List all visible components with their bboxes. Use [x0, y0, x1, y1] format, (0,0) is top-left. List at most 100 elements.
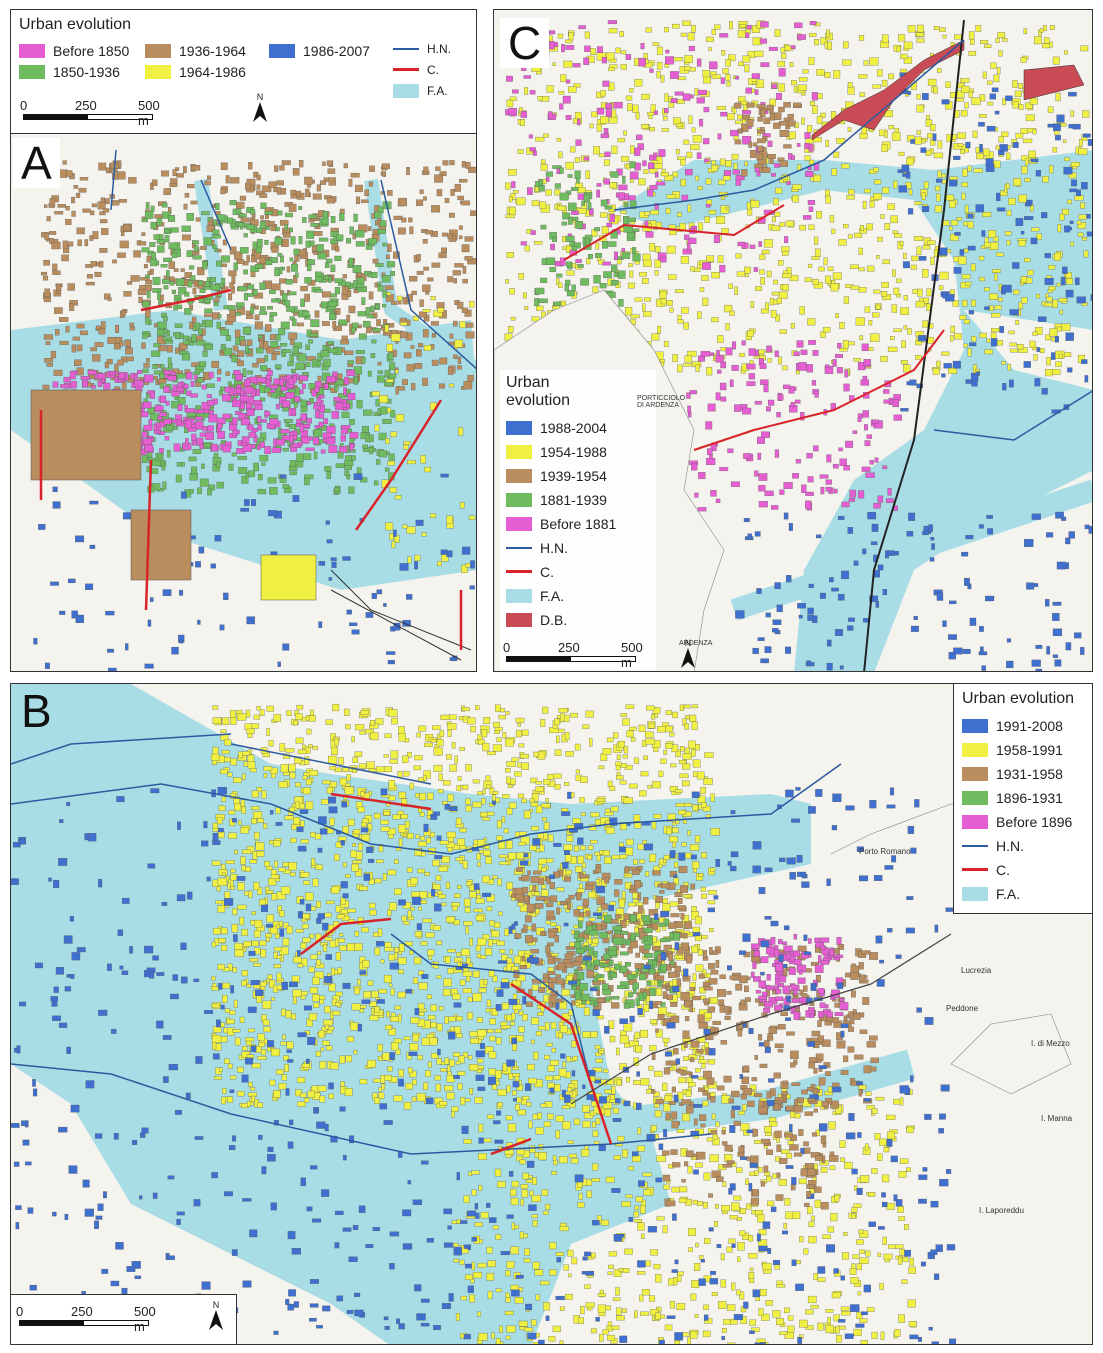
building-block [655, 246, 661, 253]
building-block [354, 987, 360, 995]
building-block [518, 841, 526, 846]
building-block [1052, 147, 1058, 153]
building-block [893, 328, 902, 333]
building-block [492, 975, 498, 982]
building-block [304, 478, 310, 486]
building-block [377, 361, 382, 366]
building-block [382, 873, 387, 881]
building-block [197, 409, 205, 414]
building-block [512, 89, 519, 94]
building-block [1034, 378, 1041, 387]
building-block [422, 309, 431, 313]
building-block [705, 814, 711, 820]
building-block [1002, 383, 1007, 391]
north-arrow-icon: N [251, 92, 269, 126]
building-block [433, 747, 443, 756]
building-block [993, 74, 1000, 83]
building-block [169, 183, 178, 188]
building-block [766, 104, 774, 110]
building-block [660, 298, 667, 305]
building-block [903, 364, 911, 373]
building-block [248, 162, 253, 170]
building-block [346, 1036, 355, 1042]
building-block [925, 115, 930, 120]
building-block [783, 102, 791, 108]
building-block [400, 331, 408, 339]
building-block [267, 306, 273, 310]
building-block [999, 144, 1008, 152]
building-block [776, 297, 782, 304]
building-block [271, 447, 281, 453]
building-block [1009, 309, 1019, 316]
building-block [357, 979, 361, 986]
building-block [917, 288, 923, 297]
building-block [211, 234, 221, 239]
building-block [212, 1041, 217, 1050]
building-block [278, 1083, 287, 1090]
building-block [814, 39, 819, 46]
building-block [452, 905, 458, 912]
legend-a-item-4: 1964-1986 [145, 61, 265, 82]
building-block [56, 284, 62, 291]
building-block [698, 949, 703, 956]
building-block [418, 982, 428, 990]
building-block [571, 187, 579, 191]
building-block [305, 344, 310, 350]
building-block [537, 96, 543, 101]
building-block [898, 34, 906, 42]
building-block [696, 97, 705, 104]
building-block [763, 384, 769, 393]
building-block [280, 321, 290, 330]
building-block [639, 1029, 648, 1038]
building-block [218, 938, 226, 943]
building-block [234, 803, 242, 812]
building-block [411, 383, 416, 391]
building-block [286, 306, 295, 312]
building-block [463, 898, 471, 907]
building-block [378, 450, 387, 458]
building-block [388, 1028, 396, 1036]
building-block [978, 122, 985, 127]
building-block [720, 347, 727, 352]
building-block [323, 418, 329, 425]
building-block [1045, 334, 1052, 341]
building-block [344, 470, 350, 476]
building-block [809, 101, 815, 106]
building-block [468, 515, 476, 520]
building-block [650, 209, 659, 215]
building-block [771, 83, 777, 89]
building-block [313, 451, 318, 460]
building-block [213, 301, 219, 307]
building-block [461, 564, 468, 573]
building-block [664, 93, 669, 102]
building-block [578, 25, 586, 30]
building-block [269, 979, 276, 988]
building-block [436, 1058, 442, 1065]
building-block [141, 247, 150, 253]
building-block [227, 1063, 233, 1069]
building-block [579, 797, 585, 803]
building-block [618, 299, 624, 307]
building-block [229, 246, 237, 255]
building-block [703, 106, 710, 113]
building-block [306, 418, 312, 424]
building-block [535, 1031, 542, 1036]
building-block [334, 402, 344, 411]
building-block [334, 287, 341, 295]
building-block [162, 589, 172, 596]
building-block [428, 1061, 432, 1068]
building-block [346, 314, 351, 323]
building-block [790, 402, 795, 407]
building-block [259, 282, 266, 290]
building-block [716, 105, 726, 110]
building-block [416, 1093, 426, 1102]
building-block [506, 807, 513, 815]
building-block [288, 332, 298, 340]
building-block [847, 86, 855, 95]
building-block [211, 443, 218, 452]
building-block [681, 307, 689, 314]
building-block [300, 839, 309, 844]
building-block [989, 93, 996, 100]
building-block [745, 32, 750, 39]
building-block [464, 236, 474, 242]
